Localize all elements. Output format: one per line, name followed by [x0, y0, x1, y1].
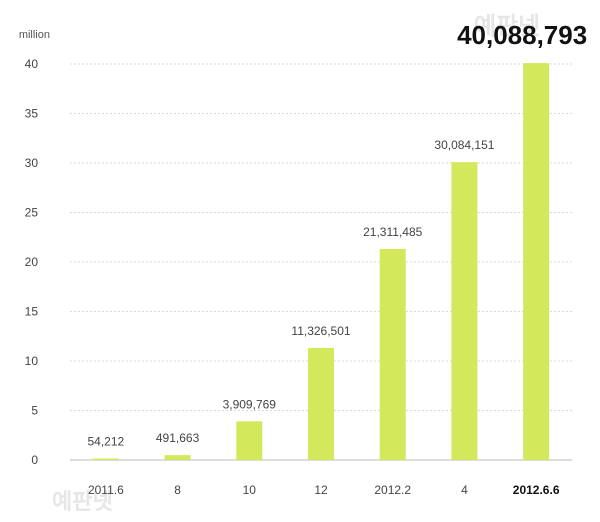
data-label: 21,311,485	[363, 225, 422, 239]
y-unit-label: million	[19, 29, 50, 41]
x-tick-label: 4	[461, 483, 468, 497]
data-label: 54,212	[88, 435, 125, 449]
y-tick-label: 10	[25, 354, 39, 368]
bar	[451, 162, 478, 460]
y-tick-label: 20	[25, 255, 39, 269]
data-label: 491,663	[156, 431, 200, 445]
bar	[236, 421, 263, 460]
bar	[379, 249, 406, 460]
data-label: 40,088,793	[457, 20, 587, 50]
bar	[92, 458, 119, 460]
watermark-top: 예판넷	[474, 12, 541, 40]
x-tick-label: 12	[314, 483, 328, 497]
data-label: 3,909,769	[223, 397, 277, 411]
y-tick-label: 15	[25, 305, 39, 319]
y-tick-label: 5	[31, 404, 38, 418]
bar	[164, 455, 191, 460]
bar	[308, 347, 334, 460]
y-tick-label: 0	[31, 453, 38, 467]
x-tick-label: 2012.2	[374, 483, 411, 497]
data-label: 11,326,501	[291, 324, 350, 338]
data-label: 30,084,151	[434, 138, 494, 152]
x-tick-label: 8	[174, 483, 181, 497]
x-tick-label: 2012.6.6	[513, 483, 560, 497]
bar	[523, 63, 550, 461]
y-tick-label: 30	[25, 156, 39, 170]
y-tick-label: 25	[25, 206, 39, 220]
x-tick-label: 10	[243, 483, 257, 497]
watermark-bottom: 예판넷	[52, 490, 113, 515]
x-tick-label: 2011.6	[88, 483, 124, 497]
y-tick-label: 40	[25, 57, 39, 71]
y-tick-label: 35	[25, 107, 39, 121]
